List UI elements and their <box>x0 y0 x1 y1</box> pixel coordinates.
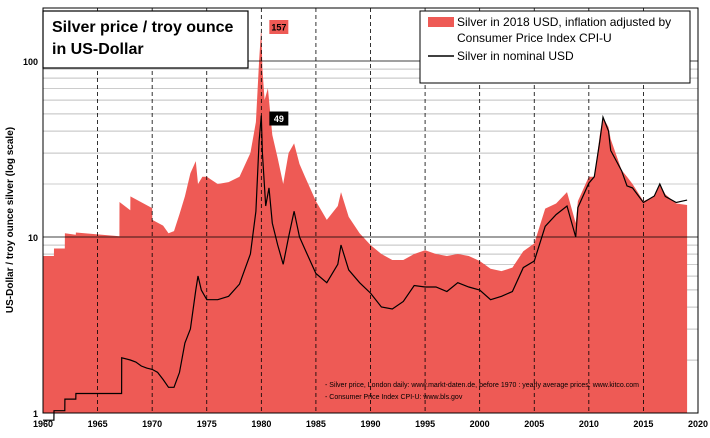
real-price-area <box>43 26 688 413</box>
annotation-box <box>269 111 289 126</box>
x-tick-label: 2020 <box>688 419 708 429</box>
x-tick-label: 1985 <box>306 419 326 429</box>
x-tick-label: 2000 <box>470 419 490 429</box>
annotation-label: 49 <box>274 114 284 124</box>
y-tick-label: 10 <box>28 233 38 243</box>
annotation-label: 157 <box>271 23 286 33</box>
annotation-box <box>269 20 289 34</box>
x-tick-label: 1975 <box>197 419 217 429</box>
chart-title-line-1: Silver price / troy ounce <box>52 19 234 36</box>
y-axis-ticks: 1 10 100 <box>23 57 38 419</box>
y-tick-label: 1 <box>33 409 38 419</box>
x-tick-label: 1960 <box>33 419 53 429</box>
x-axis-ticks: 1960 1965 1970 1975 1980 1985 1990 1995 2000 2005… <box>33 419 708 429</box>
plot-frame <box>42 7 699 414</box>
x-tick-label: 2005 <box>524 419 544 429</box>
title-box: Silver price / troy ounce in US-Dollar <box>42 10 249 69</box>
source-note-silver: - Silver price, London daily: www.markt-… <box>325 382 639 389</box>
x-tick-label: 1995 <box>415 419 435 429</box>
x-tick-label: 1970 <box>142 419 162 429</box>
x-tick-label: 1990 <box>360 419 380 429</box>
nominal-price-line <box>43 114 688 421</box>
legend: Silver in 2018 USD, inflation adjusted b… <box>419 10 691 84</box>
legend-label-real-line-2: Consumer Price Index CPI-U <box>457 31 612 45</box>
x-tick-label: 2010 <box>579 419 599 429</box>
x-tick-label: 2015 <box>633 419 653 429</box>
chart-title-line-2: in US-Dollar <box>52 41 144 58</box>
source-note-cpi: - Consumer Price Index CPI-U: www.bls.go… <box>325 394 463 401</box>
y-axis-label: US-Dollar / troy ounce silver (log scale… <box>5 127 16 313</box>
legend-swatch-real <box>428 17 454 27</box>
legend-label-nominal: Silver in nominal USD <box>457 49 574 63</box>
x-tick-label: 1980 <box>251 419 271 429</box>
x-tick-label: 1965 <box>88 419 108 429</box>
peak-annotations: 157 49 <box>269 20 289 126</box>
y-tick-label: 100 <box>23 57 38 67</box>
source-notes: - Silver price, London daily: www.markt-… <box>325 382 639 401</box>
legend-label-real-line-1: Silver in 2018 USD, inflation adjusted b… <box>457 15 671 29</box>
